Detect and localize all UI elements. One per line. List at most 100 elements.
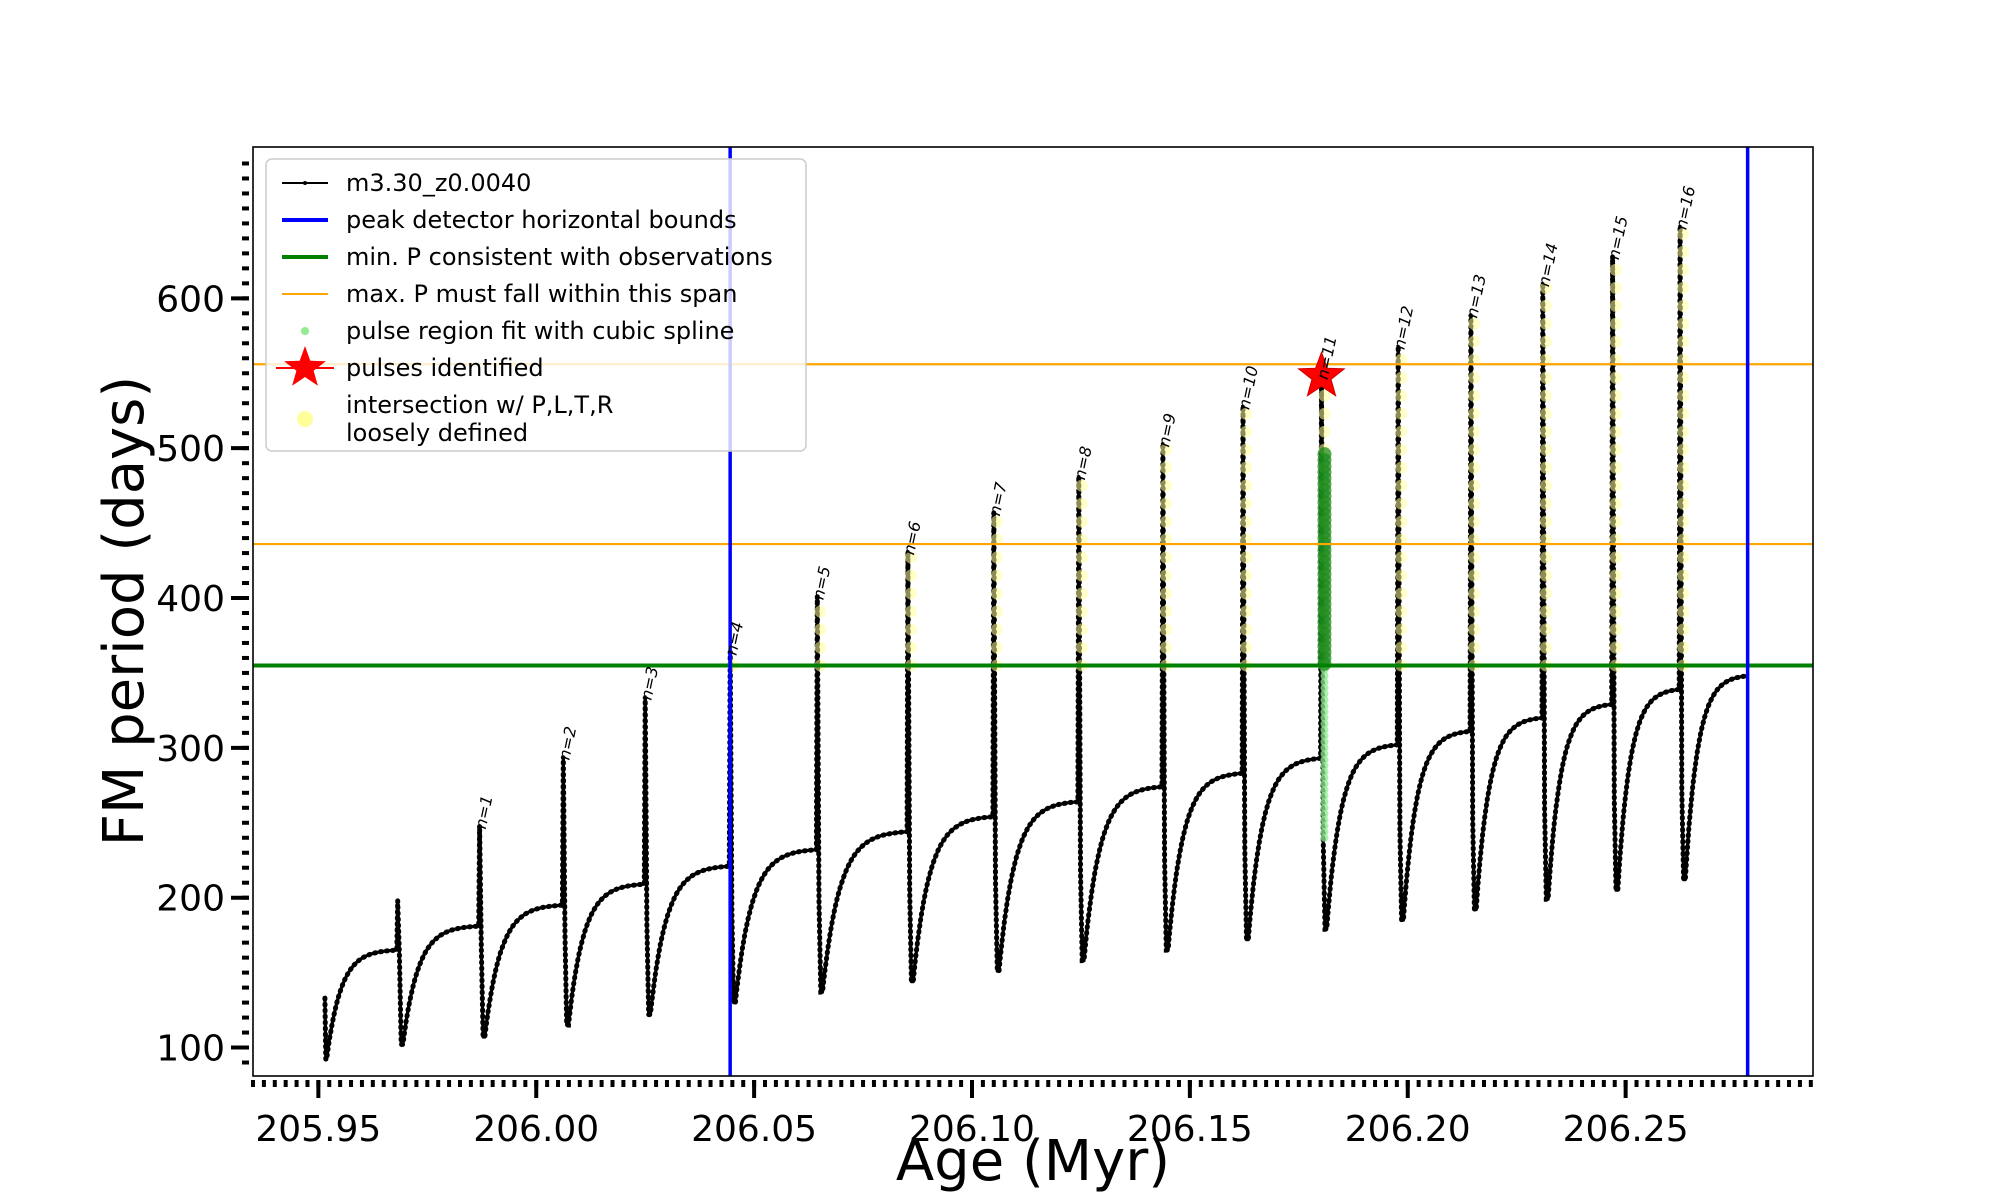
plot-area: n=1n=2n=3n=4n=5n=6n=7n=8n=9n=10n=11n=12n… xyxy=(253,147,1813,1076)
intersection-marker xyxy=(1677,281,1690,294)
intersection-marker xyxy=(1240,623,1253,636)
intersection-marker xyxy=(1539,461,1552,474)
intersection-marker xyxy=(1159,461,1172,474)
y-tick-label: 200 xyxy=(156,879,225,920)
intersection-marker xyxy=(1467,497,1480,510)
intersection-marker xyxy=(1395,551,1408,564)
intersection-marker xyxy=(1539,335,1552,348)
intersection-marker xyxy=(1677,407,1690,420)
intersection-marker xyxy=(1539,515,1552,528)
intersection-marker xyxy=(1539,317,1552,330)
intersection-marker xyxy=(1467,461,1480,474)
intersection-marker xyxy=(1240,461,1253,474)
intersection-marker xyxy=(1677,515,1690,528)
intersection-marker xyxy=(1609,335,1622,348)
intersection-marker xyxy=(1539,587,1552,600)
intersection-marker xyxy=(814,605,827,618)
intersection-marker xyxy=(1395,425,1408,438)
intersection-marker xyxy=(1677,479,1690,492)
legend-item-bounds: peak detector horizontal bounds xyxy=(282,206,737,234)
intersection-marker xyxy=(1467,479,1480,492)
spline-point xyxy=(1320,737,1329,746)
spline-point xyxy=(1320,701,1329,710)
intersection-marker xyxy=(1539,389,1552,402)
intersection-marker xyxy=(1395,641,1408,654)
intersection-marker xyxy=(1395,533,1408,546)
intersection-marker xyxy=(1539,605,1552,618)
intersection-marker xyxy=(1467,443,1480,456)
y-tick-label: 500 xyxy=(156,429,225,470)
intersection-marker xyxy=(1677,641,1690,654)
intersection-marker xyxy=(1075,587,1088,600)
intersection-marker xyxy=(1467,605,1480,618)
intersection-marker xyxy=(1467,425,1480,438)
intersection-marker xyxy=(1395,479,1408,492)
intersection-marker xyxy=(1240,407,1253,420)
intersection-marker xyxy=(1539,533,1552,546)
intersection-markers xyxy=(1240,407,1253,672)
intersection-marker xyxy=(1609,263,1622,276)
legend-item-spline: pulse region fit with cubic spline xyxy=(301,317,734,345)
intersection-marker xyxy=(1395,497,1408,510)
intersection-marker xyxy=(990,587,1003,600)
intersection-marker xyxy=(1677,299,1690,312)
intersection-marker xyxy=(1395,353,1408,366)
intersection-marker xyxy=(1677,389,1690,402)
intersection-marker xyxy=(990,515,1003,528)
intersection-marker xyxy=(1159,443,1172,456)
spline-point xyxy=(1320,695,1329,704)
spline-point xyxy=(1320,743,1329,752)
intersection-marker xyxy=(1159,641,1172,654)
x-tick-label: 206.25 xyxy=(1563,1109,1689,1150)
intersection-marker xyxy=(1075,533,1088,546)
spline-point xyxy=(1320,683,1329,692)
legend-label: m3.30_z0.0040 xyxy=(346,169,531,197)
intersection-marker xyxy=(1395,515,1408,528)
intersection-marker xyxy=(1075,605,1088,618)
legend-swatch xyxy=(301,327,309,335)
intersection-marker xyxy=(1539,371,1552,384)
intersection-marker xyxy=(1467,623,1480,636)
intersection-marker xyxy=(1677,335,1690,348)
spline-point xyxy=(1320,749,1329,758)
intersection-marker xyxy=(1609,389,1622,402)
legend-label: intersection w/ P,L,T,R xyxy=(346,391,613,419)
spline-point xyxy=(1320,803,1329,812)
intersection-marker xyxy=(1075,497,1088,510)
spline-point xyxy=(1320,767,1329,776)
intersection-marker xyxy=(990,641,1003,654)
intersection-marker xyxy=(904,551,917,564)
intersection-marker xyxy=(1240,497,1253,510)
intersection-marker xyxy=(1677,317,1690,330)
intersection-marker xyxy=(1609,407,1622,420)
intersection-marker xyxy=(1075,641,1088,654)
intersection-marker xyxy=(1609,623,1622,636)
intersection-marker xyxy=(1318,389,1331,402)
intersection-marker xyxy=(1609,551,1622,564)
y-tick-label: 100 xyxy=(156,1029,225,1070)
spline-point xyxy=(1320,779,1329,788)
intersection-marker xyxy=(1240,515,1253,528)
intersection-marker xyxy=(1539,443,1552,456)
intersection-marker xyxy=(990,605,1003,618)
intersection-marker xyxy=(1159,533,1172,546)
legend-label: peak detector horizontal bounds xyxy=(346,206,737,234)
intersection-marker xyxy=(1677,353,1690,366)
intersection-markers xyxy=(1075,479,1088,672)
intersection-marker xyxy=(1159,515,1172,528)
intersection-marker xyxy=(1677,551,1690,564)
intersection-marker xyxy=(1539,641,1552,654)
legend-item-track: m3.30_z0.0040 xyxy=(282,169,531,197)
intersection-marker xyxy=(1609,605,1622,618)
spline-point xyxy=(1320,791,1329,800)
intersection-marker xyxy=(814,641,827,654)
intersection-marker xyxy=(1539,299,1552,312)
intersection-marker xyxy=(1677,623,1690,636)
intersection-marker xyxy=(1677,245,1690,258)
intersection-marker xyxy=(1539,479,1552,492)
intersection-marker xyxy=(990,569,1003,582)
legend-label: min. P consistent with observations xyxy=(346,243,773,271)
intersection-marker xyxy=(1395,389,1408,402)
intersection-marker xyxy=(1467,515,1480,528)
